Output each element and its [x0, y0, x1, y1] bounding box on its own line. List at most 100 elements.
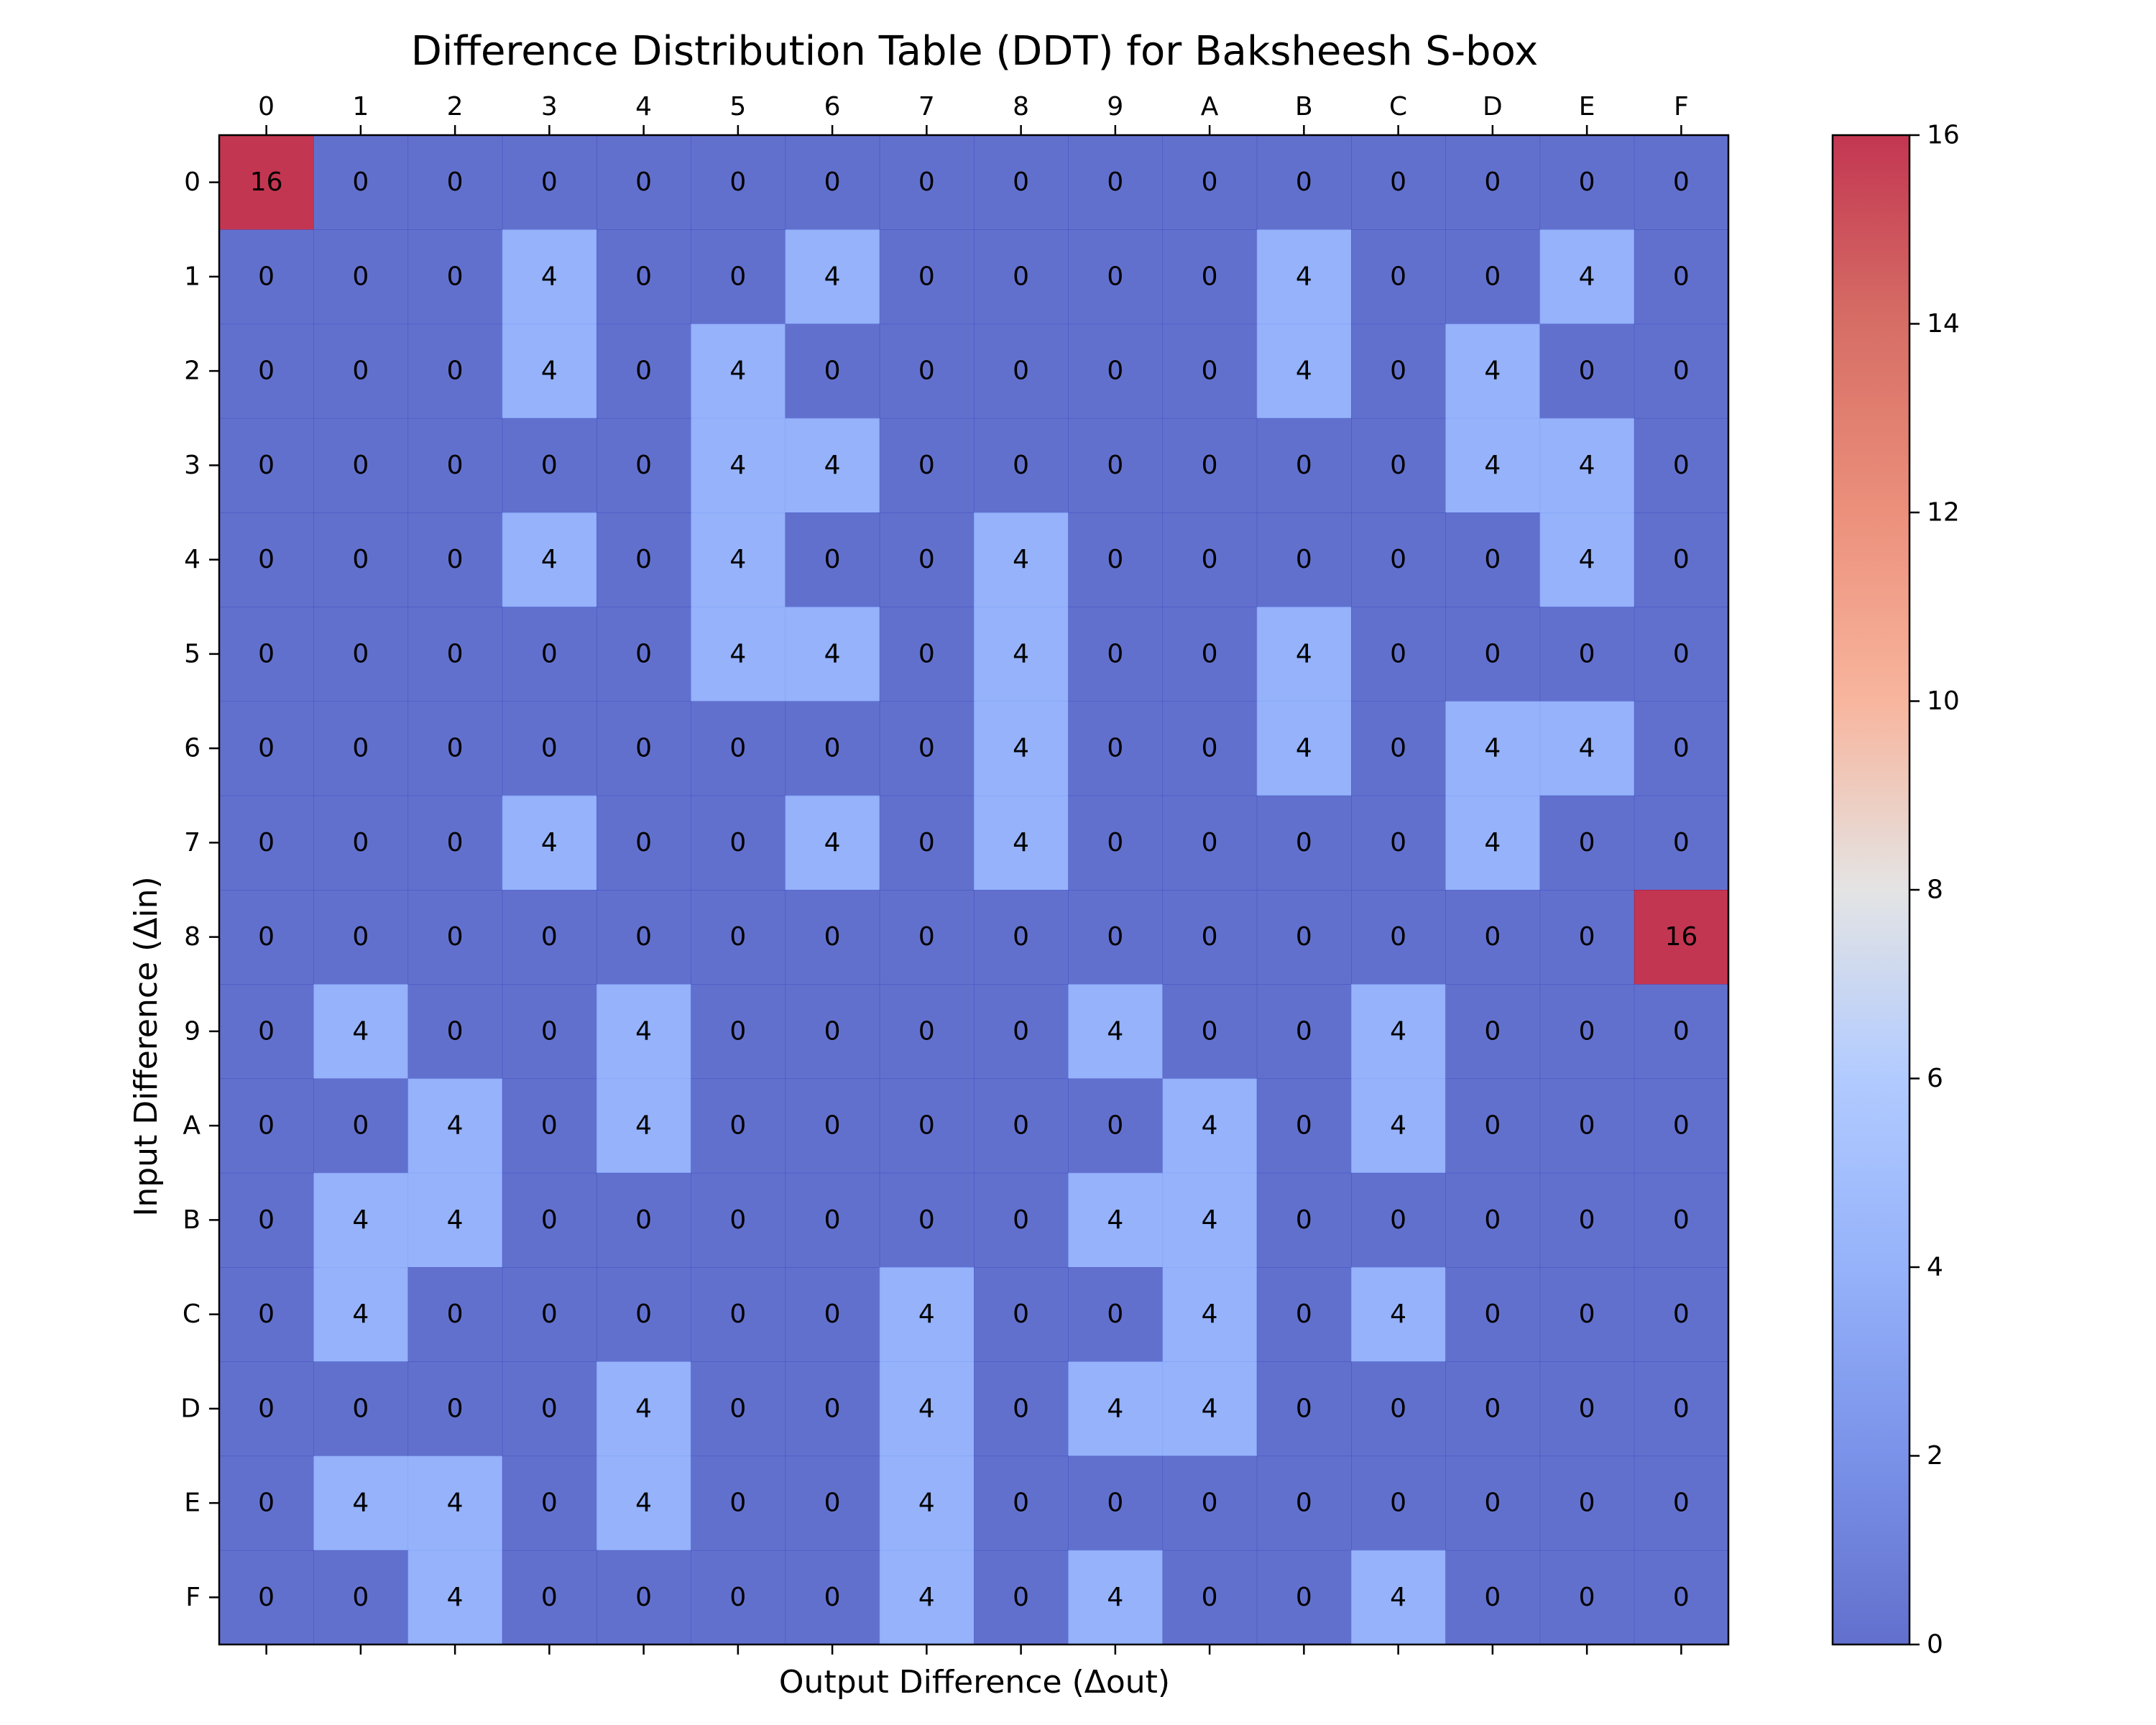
- cell-value-label: 4: [447, 1205, 464, 1235]
- cell-value-label: 0: [258, 734, 275, 763]
- heatmap-cell: [691, 1078, 786, 1174]
- cell-value-label: 0: [447, 922, 464, 952]
- cell-value-label: 0: [1579, 828, 1595, 857]
- colorbar-gradient: [1833, 135, 1909, 1644]
- heatmap-cells: [219, 135, 1729, 1645]
- cell-value-label: 0: [1484, 1205, 1501, 1235]
- heatmap-cell: [1162, 701, 1258, 796]
- cell-value-label: 4: [1579, 734, 1595, 763]
- heatmap-cell: [502, 607, 597, 702]
- heatmap-cell: [1351, 795, 1446, 891]
- cell-value-label: 0: [1013, 922, 1029, 952]
- heatmap-cell: [1162, 1172, 1258, 1268]
- cell-value-label: 4: [447, 1583, 464, 1612]
- cell-value-label: 4: [729, 545, 746, 574]
- cell-value-label: 0: [918, 922, 935, 952]
- heatmap-cell: [313, 323, 409, 419]
- cell-value-label: 0: [1673, 1300, 1690, 1329]
- cell-value-label: 0: [1107, 545, 1123, 574]
- heatmap-cell: [1351, 512, 1446, 607]
- heatmap-cell: [879, 890, 975, 985]
- cell-value-label: 0: [1013, 1111, 1029, 1141]
- heatmap-cell: [1445, 418, 1541, 513]
- cell-value-label: 0: [1390, 1205, 1406, 1235]
- heatmap-cell: [1351, 135, 1446, 230]
- cell-value-label: 0: [1296, 1016, 1312, 1046]
- heatmap-cell: [691, 1361, 786, 1457]
- heatmap-cell: [879, 229, 975, 325]
- cell-value-label: 0: [1673, 545, 1690, 574]
- cell-value-label: 4: [824, 639, 841, 668]
- cell-value-label: 0: [635, 734, 652, 763]
- cell-value-label: 4: [1107, 1394, 1123, 1423]
- cell-value-label: 0: [1390, 828, 1406, 857]
- heatmap-cell: [974, 890, 1069, 985]
- cell-value-label: 0: [1484, 1394, 1501, 1423]
- heatmap-cell: [596, 890, 691, 985]
- cell-value-label: 0: [1296, 922, 1312, 952]
- colorbar-tick-label: 0: [1927, 1630, 1943, 1660]
- cell-value-label: 0: [1673, 1583, 1690, 1612]
- heatmap-cell: [879, 607, 975, 702]
- heatmap-cell: [1351, 323, 1446, 419]
- heatmap-cell: [1539, 890, 1635, 985]
- heatmap-cell: [596, 135, 691, 230]
- cell-value-label: 0: [258, 1016, 275, 1046]
- heatmap-cell: [691, 229, 786, 325]
- heatmap-cell: [407, 229, 503, 325]
- cell-value-label: 0: [1296, 451, 1312, 480]
- y-tick-label: 3: [184, 451, 201, 480]
- cell-value-label: 0: [1013, 356, 1029, 386]
- heatmap-cell: [1256, 135, 1352, 230]
- cell-value-label: 4: [352, 1300, 369, 1329]
- cell-value-label: 0: [352, 639, 369, 668]
- heatmap-cell: [1162, 229, 1258, 325]
- x-tick-label: 5: [729, 92, 746, 121]
- cell-value-label: 0: [1579, 1394, 1595, 1423]
- cell-value-label: 0: [1484, 262, 1501, 291]
- cell-value-label: 0: [1673, 734, 1690, 763]
- heatmap-cell: [407, 890, 503, 985]
- cell-value-label: 0: [1013, 1205, 1029, 1235]
- x-tick-label: 7: [918, 92, 935, 121]
- heatmap-cell: [219, 135, 314, 230]
- cell-value-label: 0: [352, 451, 369, 480]
- heatmap-cell: [1539, 1267, 1635, 1362]
- heatmap-cell: [1256, 890, 1352, 985]
- cell-value-label: 4: [352, 1205, 369, 1235]
- colorbar-tick-label: 4: [1927, 1253, 1943, 1282]
- cell-value-label: 0: [541, 639, 558, 668]
- heatmap-cell: [1162, 512, 1258, 607]
- cell-value-label: 4: [729, 356, 746, 386]
- cell-value-label: 0: [541, 1111, 558, 1141]
- heatmap-cell: [879, 1550, 975, 1645]
- cell-value-label: 0: [1107, 262, 1123, 291]
- heatmap-cell: [879, 418, 975, 513]
- cell-value-label: 0: [1013, 451, 1029, 480]
- heatmap-cell: [313, 512, 409, 607]
- cell-value-label: 0: [541, 1583, 558, 1612]
- heatmap-cell: [313, 1550, 409, 1645]
- heatmap-cell: [1068, 1267, 1164, 1362]
- cell-value-label: 4: [1202, 1111, 1218, 1141]
- x-tick-label: D: [1483, 92, 1503, 121]
- cell-value-label: 0: [1673, 639, 1690, 668]
- cell-value-label: 0: [1107, 734, 1123, 763]
- cell-value-label: 4: [918, 1583, 935, 1612]
- heatmap-cell: [1162, 1267, 1258, 1362]
- heatmap-cell: [407, 984, 503, 1080]
- cell-value-label: 4: [447, 1111, 464, 1141]
- heatmap-cell: [219, 229, 314, 325]
- x-tick-label: 2: [447, 92, 464, 121]
- cell-value-label: 0: [352, 167, 369, 197]
- heatmap-cell: [1162, 135, 1258, 230]
- heatmap-cell: [691, 795, 786, 891]
- heatmap-cell: [502, 229, 597, 325]
- cell-value-label: 0: [635, 451, 652, 480]
- heatmap-cell: [1634, 512, 1729, 607]
- cell-value-label: 4: [541, 828, 558, 857]
- heatmap-cell: [1351, 229, 1446, 325]
- heatmap-cell: [785, 135, 880, 230]
- cell-value-label: 0: [824, 167, 841, 197]
